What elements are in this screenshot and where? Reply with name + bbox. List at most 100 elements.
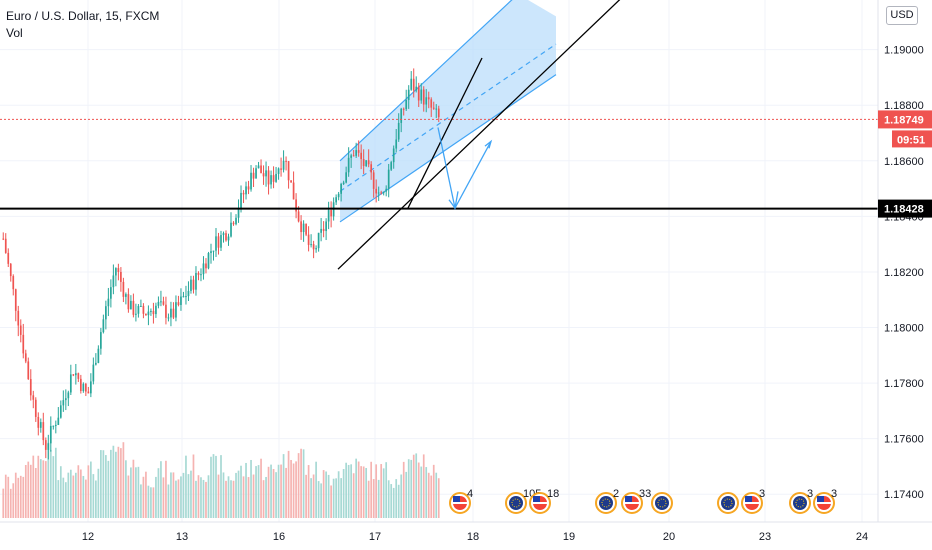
candle-body xyxy=(370,164,373,173)
volume-bar xyxy=(275,472,277,518)
volume-bar xyxy=(142,476,145,518)
event-marker[interactable] xyxy=(717,492,739,514)
event-marker[interactable]: 2 xyxy=(595,488,619,514)
candle-body xyxy=(52,425,55,427)
volume-bar xyxy=(375,464,378,518)
candle-body xyxy=(275,173,277,182)
candle-body xyxy=(355,150,358,156)
volume-bar xyxy=(185,455,187,518)
volume-bar xyxy=(310,478,312,518)
candle-body xyxy=(307,234,310,245)
price-tick-label: 1.18600 xyxy=(884,156,924,168)
event-marker[interactable] xyxy=(651,492,673,514)
candle-body xyxy=(265,170,267,177)
candle-body xyxy=(322,228,325,232)
candle-body xyxy=(132,300,135,315)
volume-bar xyxy=(240,465,242,518)
volume-bar xyxy=(39,459,42,518)
time-axis-bg xyxy=(0,522,932,550)
volume-bar xyxy=(105,455,107,518)
candle-body xyxy=(12,276,15,290)
candle-body xyxy=(140,305,142,307)
event-marker[interactable]: 18 xyxy=(529,488,559,514)
volume-bar xyxy=(180,476,182,518)
event-marker[interactable]: 105 xyxy=(505,488,541,514)
event-marker[interactable]: 33 xyxy=(621,488,651,514)
volume-bar xyxy=(425,467,428,518)
candle-body xyxy=(417,86,420,101)
candle-body xyxy=(137,306,140,314)
candle-body xyxy=(210,251,212,254)
candle-body xyxy=(37,416,40,428)
candle-body xyxy=(302,223,305,233)
economic-events[interactable]: 4 105 18 2 33 3 3 3 xyxy=(449,488,837,514)
volume-bar xyxy=(79,469,82,518)
volume-bar xyxy=(177,479,180,518)
price-axis[interactable]: 1.190001.188001.186001.184001.182001.180… xyxy=(877,0,932,550)
eur-flag-icon xyxy=(509,496,523,510)
event-count: 4 xyxy=(467,488,473,500)
candle-body xyxy=(125,294,127,297)
candle-body xyxy=(365,160,368,166)
volume-bar xyxy=(352,473,355,518)
candle-body xyxy=(310,244,312,246)
candle-body xyxy=(4,238,7,253)
flag-stripe xyxy=(533,502,547,504)
volume-bar xyxy=(147,485,150,518)
volume-bar xyxy=(327,474,330,518)
price-tick-label: 1.19000 xyxy=(884,45,924,57)
volume-bar xyxy=(290,459,292,518)
volume-bar xyxy=(377,479,380,518)
candle-body xyxy=(260,165,262,174)
volume-bar xyxy=(392,487,395,518)
candle-body xyxy=(17,310,20,326)
candle-body xyxy=(44,440,47,450)
flag-stars xyxy=(723,498,733,508)
volume-bar xyxy=(62,477,65,518)
candle-body xyxy=(372,172,375,189)
event-count: 18 xyxy=(547,488,559,500)
volume-bar xyxy=(325,471,327,518)
volume-bar xyxy=(415,453,418,518)
price-tick-label: 1.18800 xyxy=(884,100,924,112)
volume-bar xyxy=(407,459,410,518)
candle-body xyxy=(157,301,160,306)
chart-grid xyxy=(0,0,878,522)
volume-bar xyxy=(130,467,132,518)
candle-body xyxy=(115,268,117,276)
candle-body xyxy=(77,373,80,379)
drawing-lines[interactable] xyxy=(0,0,878,270)
event-marker[interactable]: 4 xyxy=(449,488,473,514)
volume-bar xyxy=(330,485,332,518)
candle-body xyxy=(297,211,300,222)
candle-body xyxy=(245,186,247,195)
volume-bar xyxy=(157,468,160,518)
flag-canton xyxy=(625,496,632,502)
currency-button[interactable]: USD xyxy=(886,6,918,25)
ascending-channel[interactable] xyxy=(339,0,557,223)
projection-arrow-head xyxy=(484,139,493,149)
volume-bar xyxy=(95,480,97,518)
candle-body xyxy=(225,233,227,241)
event-marker[interactable]: 3 xyxy=(789,488,813,514)
volume-bar xyxy=(9,488,12,518)
volume-bar xyxy=(297,453,300,518)
event-marker[interactable]: 3 xyxy=(741,488,765,514)
volume-bar xyxy=(395,479,398,518)
volume-bar xyxy=(97,468,100,518)
flag-canton xyxy=(817,496,824,502)
volume-bar xyxy=(59,466,62,518)
volume-bar xyxy=(250,459,252,518)
candle-body xyxy=(195,272,197,290)
time-axis[interactable]: 12 13 16 17 18 19 20 23 24 xyxy=(0,521,932,550)
volume-bar xyxy=(197,475,200,518)
volume-bar xyxy=(200,477,202,518)
candle-body xyxy=(135,313,137,315)
volume-bar xyxy=(255,466,257,518)
candle-body xyxy=(380,192,383,194)
candle-body xyxy=(127,294,130,310)
candle-body xyxy=(305,223,307,235)
event-marker[interactable]: 3 xyxy=(813,488,837,514)
candle-body xyxy=(34,399,37,417)
